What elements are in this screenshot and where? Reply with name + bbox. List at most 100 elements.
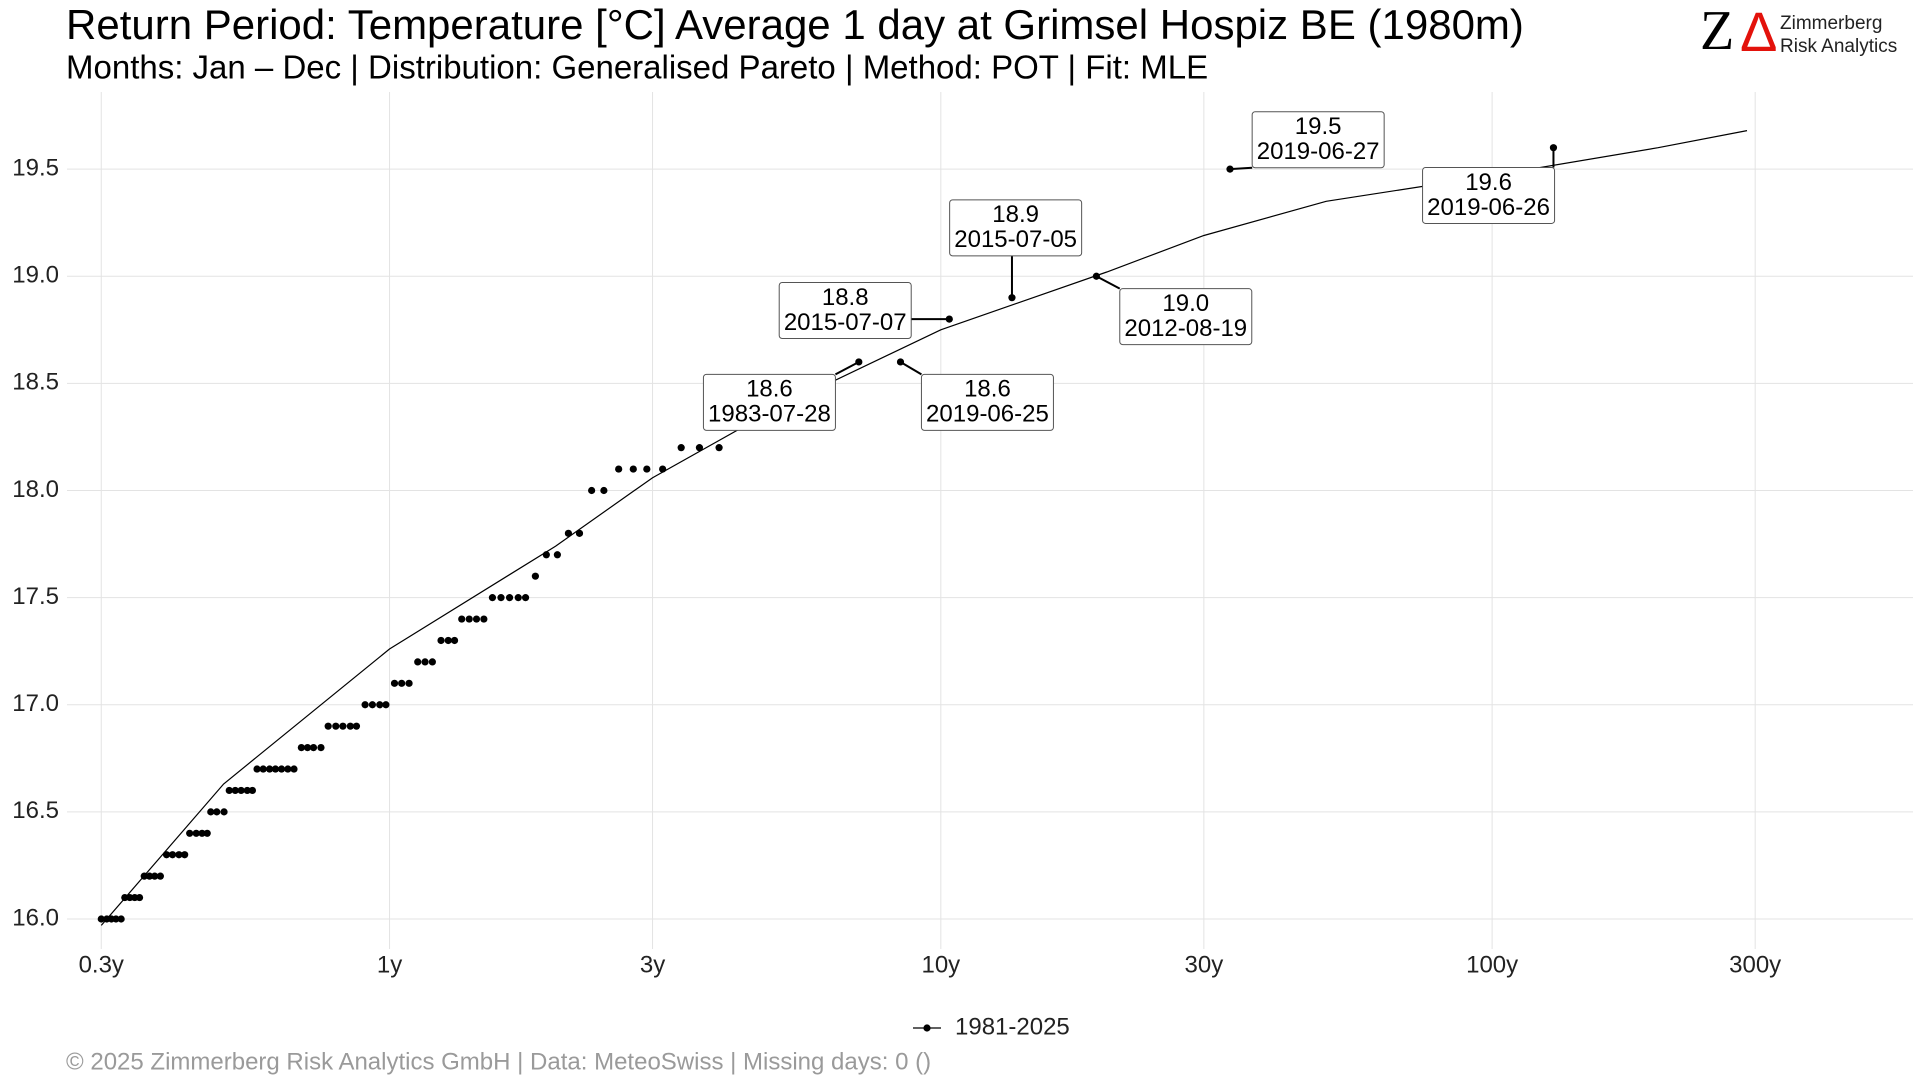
- data-point: [488, 594, 497, 602]
- data-point: [376, 701, 384, 709]
- annotation-box: [778, 282, 912, 340]
- data-point: [405, 679, 413, 687]
- data-point: [243, 786, 251, 795]
- data-point: [253, 765, 261, 773]
- x-tick-label: 30y: [1185, 951, 1224, 978]
- data-point: [303, 744, 312, 752]
- data-point: [198, 829, 206, 837]
- data-point: [145, 872, 154, 880]
- annotation-leader: [899, 361, 922, 376]
- y-tick-label: 19.0: [12, 262, 59, 289]
- data-point: [332, 722, 340, 730]
- data-point: [271, 765, 280, 773]
- annotation-date: 1983-07-28: [708, 401, 831, 428]
- y-tick-label: 17.5: [12, 583, 59, 610]
- y-tick-label: 16.0: [12, 904, 59, 931]
- data-point: [284, 765, 292, 773]
- y-tick-label: 16.5: [12, 797, 59, 824]
- data-point: [629, 465, 637, 473]
- data-point: [458, 615, 466, 623]
- data-point: [414, 658, 422, 666]
- data-point: [575, 529, 584, 537]
- y-tick-label: 18.0: [12, 476, 59, 503]
- data-point: [309, 744, 318, 752]
- annotation-date: 2019-06-26: [1427, 194, 1550, 221]
- data-point: [480, 615, 488, 623]
- data-point: [112, 915, 120, 923]
- data-point: [1549, 144, 1558, 152]
- annotation-box: [1251, 111, 1385, 169]
- data-point: [290, 765, 298, 773]
- data-point: [277, 765, 286, 773]
- annotation-value: 19.6: [1465, 169, 1512, 196]
- data-point: [643, 465, 651, 473]
- annotation-value: 18.9: [992, 201, 1039, 228]
- data-point: [259, 765, 267, 773]
- data-point: [588, 486, 596, 495]
- annotation-date: 2012-08-19: [1124, 315, 1247, 342]
- data-point: [175, 851, 183, 859]
- data-point: [151, 872, 159, 880]
- annotation-date: 2015-07-07: [784, 309, 907, 336]
- x-tick-label: 100y: [1466, 951, 1518, 978]
- annotation-date: 2015-07-05: [954, 226, 1077, 253]
- annotation-value: 19.0: [1162, 290, 1209, 317]
- chart-subtitle: Months: Jan – Dec | Distribution: Genera…: [66, 49, 1208, 86]
- data-point: [140, 872, 148, 880]
- annotation-leader: [1095, 275, 1121, 290]
- data-point: [117, 915, 125, 923]
- data-point: [695, 444, 704, 452]
- data-point: [564, 529, 573, 537]
- data-point: [248, 786, 257, 795]
- data-point: [715, 444, 723, 452]
- legend-dot: [923, 1024, 931, 1032]
- annotation-box: [1119, 288, 1253, 346]
- data-point: [390, 679, 399, 687]
- data-point: [317, 744, 325, 752]
- data-point: [207, 808, 215, 816]
- data-point: [677, 444, 685, 452]
- fit-line: [100, 130, 1748, 926]
- data-point: [531, 572, 539, 580]
- chart-title: Return Period: Temperature [°C] Average …: [66, 1, 1524, 48]
- x-tick-label: 3y: [640, 951, 665, 978]
- data-point: [231, 786, 239, 795]
- data-point: [398, 679, 406, 687]
- data-point: [600, 486, 608, 495]
- data-point: [237, 786, 245, 795]
- x-tick-label: 10y: [921, 951, 960, 978]
- data-point: [514, 594, 522, 602]
- data-point: [368, 701, 377, 709]
- data-point: [615, 465, 623, 473]
- annotation-box: [949, 199, 1083, 257]
- data-point: [352, 722, 361, 730]
- data-point: [450, 636, 459, 645]
- data-point: [659, 465, 667, 473]
- data-point: [542, 551, 550, 559]
- data-point: [192, 829, 200, 837]
- data-point: [421, 658, 429, 666]
- x-tick-label: 1y: [377, 951, 402, 978]
- logo-line2: Risk Analytics: [1780, 36, 1897, 57]
- data-point: [472, 615, 481, 623]
- x-tick-label: 300y: [1729, 951, 1781, 978]
- data-point: [162, 851, 171, 859]
- data-point: [444, 636, 452, 645]
- data-point: [135, 893, 144, 902]
- data-point: [225, 786, 233, 795]
- annotation-date: 2019-06-27: [1257, 138, 1380, 165]
- annotation-value: 18.8: [822, 284, 869, 311]
- data-point: [346, 722, 354, 730]
- y-tick-label: 17.0: [12, 690, 59, 717]
- data-point: [497, 594, 505, 602]
- data-point: [297, 744, 305, 752]
- annotation-leader: [1229, 166, 1253, 171]
- annotation-box: [702, 373, 836, 431]
- y-tick-label: 19.5: [12, 154, 59, 181]
- data-point: [203, 829, 211, 837]
- footer: © 2025 Zimmerberg Risk Analytics GmbH | …: [66, 1048, 931, 1075]
- logo-line1: Zimmerberg: [1780, 13, 1882, 34]
- data-point: [181, 851, 189, 859]
- data-point: [382, 701, 390, 709]
- data-point: [186, 829, 194, 837]
